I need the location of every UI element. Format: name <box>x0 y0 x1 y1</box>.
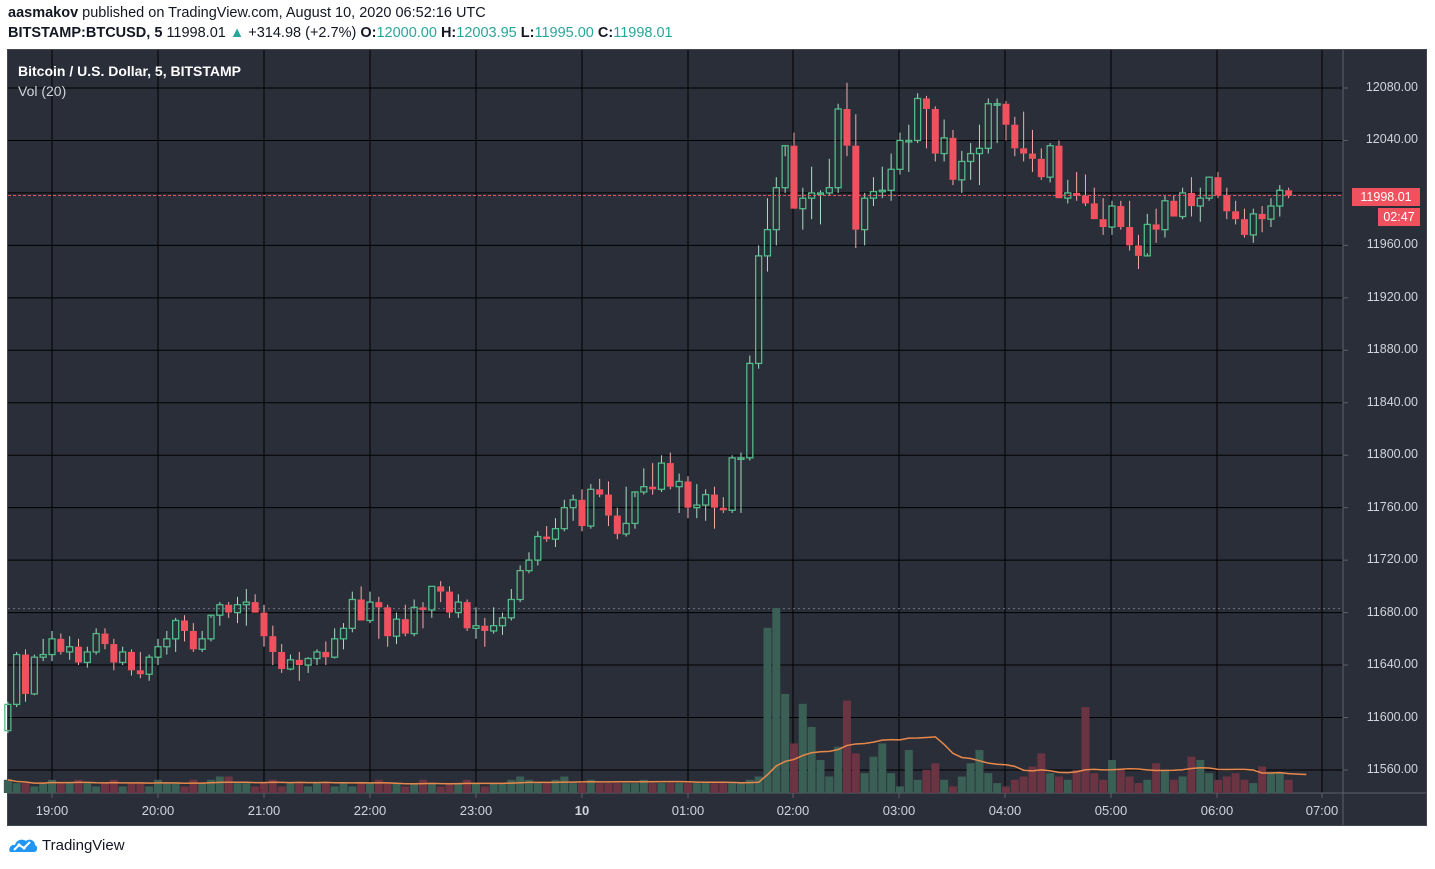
low-label: L: <box>520 25 535 41</box>
high-value: 12003.95 <box>456 25 517 41</box>
open-value: 12000.00 <box>376 25 437 41</box>
price-axis-label: 11720.00 <box>1366 552 1418 567</box>
close-label: C: <box>597 25 614 41</box>
price-axis-label: 12080.00 <box>1365 80 1418 94</box>
legend-title: Bitcoin / U.S. Dollar, 5, BITSTAMP <box>18 63 241 79</box>
high-label: H: <box>440 25 457 41</box>
price-axis-label: 11920.00 <box>1366 289 1418 304</box>
author-name[interactable]: aasmakov <box>8 5 79 21</box>
open-label: O: <box>360 25 377 41</box>
symbol-name: BITSTAMP:BTCUSD, 5 <box>8 25 163 41</box>
price-axis-label: 11640.00 <box>1366 657 1418 672</box>
low-value: 11995.00 <box>534 25 594 41</box>
brand-name: TradingView <box>42 836 125 854</box>
symbol-line: BITSTAMP:BTCUSD, 5 11998.01 ▲ +314.98 (+… <box>8 25 673 41</box>
time-axis-label: 23:00 <box>459 803 493 818</box>
last-price: 11998.01 <box>166 25 226 41</box>
publish-line: aasmakov published on TradingView.com, A… <box>8 5 486 21</box>
last-price-label: 11998.01 <box>1352 188 1420 206</box>
price-axis-label: 11800.00 <box>1366 447 1418 462</box>
time-axis-label: 10 <box>574 803 590 818</box>
bar-countdown: 02:47 <box>1378 208 1420 226</box>
price-axis-label: 11760.00 <box>1366 499 1418 514</box>
price-axis-label: 11680.00 <box>1366 604 1418 619</box>
time-axis-label: 02:00 <box>776 803 810 818</box>
price-axis-label: 11840.00 <box>1366 394 1418 409</box>
time-axis-label: 07:00 <box>1305 803 1339 818</box>
chart-frame <box>7 49 1427 826</box>
price-axis-label: 11560.00 <box>1366 761 1418 776</box>
tradingview-logo-icon <box>9 839 38 852</box>
price-axis-label: 12040.00 <box>1365 132 1418 147</box>
publish-info: published on TradingView.com, August 10,… <box>78 5 486 21</box>
time-axis-label: 19:00 <box>35 803 69 818</box>
price-change: +314.98 (+2.7%) <box>248 25 357 41</box>
change-up-arrow-icon: ▲ <box>229 25 245 41</box>
close-value: 11998.01 <box>613 25 673 41</box>
price-axis-label: 11600.00 <box>1366 709 1418 724</box>
price-axis-label: 11960.00 <box>1366 237 1418 252</box>
legend-volume: Vol (20) <box>18 83 67 99</box>
time-axis-label: 22:00 <box>353 803 387 818</box>
time-axis-label: 03:00 <box>882 803 916 818</box>
time-axis-label: 06:00 <box>1200 803 1234 818</box>
time-axis-label: 01:00 <box>671 803 705 818</box>
tradingview-brand[interactable]: TradingView <box>8 836 125 854</box>
time-axis-label: 20:00 <box>141 803 175 818</box>
time-axis-label: 04:00 <box>988 803 1022 818</box>
time-axis-label: 21:00 <box>247 803 281 818</box>
time-axis-label: 05:00 <box>1094 803 1128 818</box>
price-axis-label: 11880.00 <box>1366 342 1418 357</box>
